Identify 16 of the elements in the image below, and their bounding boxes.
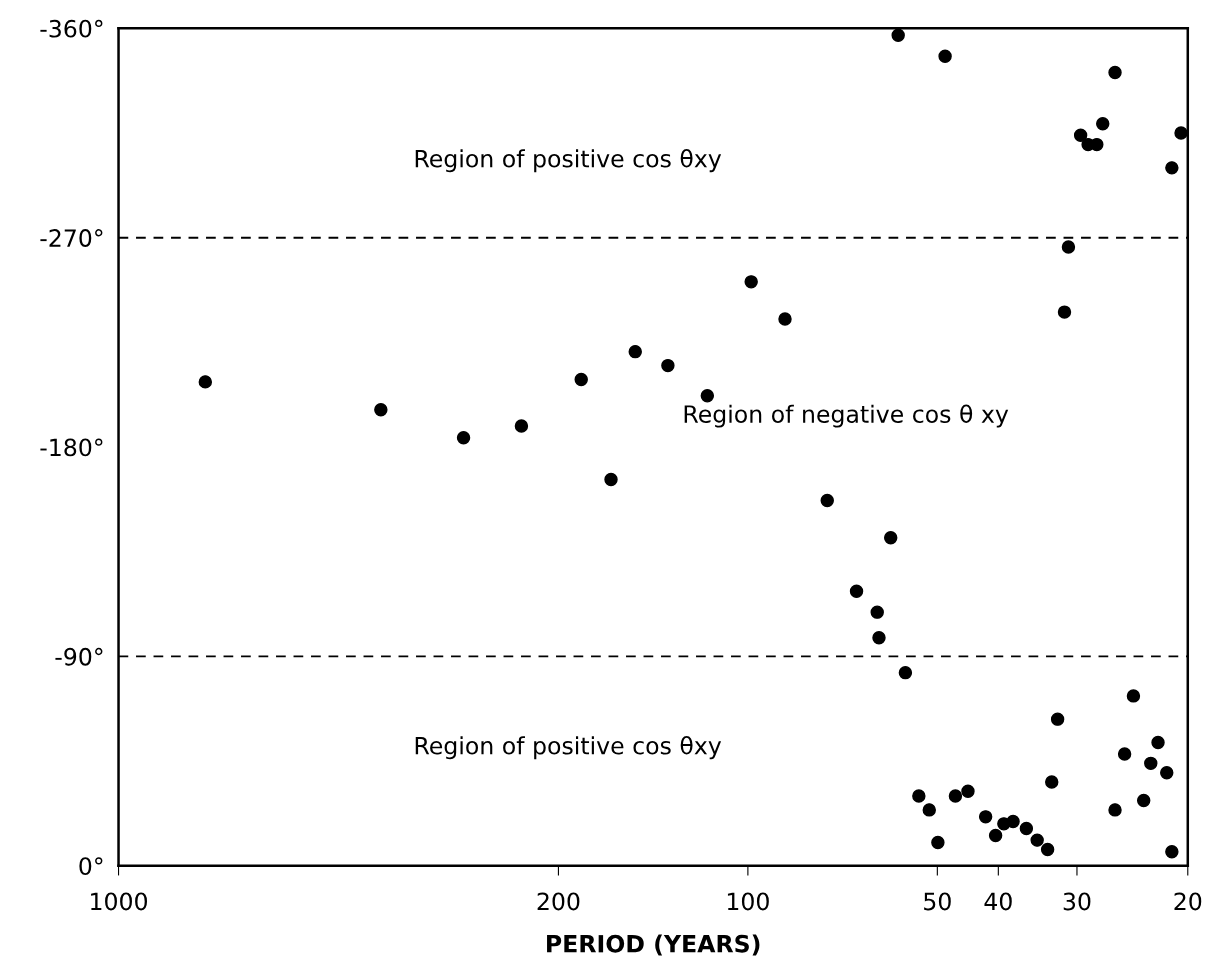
x-tick-label: 100 — [727, 892, 769, 911]
annotation: Region of positive cos θxy — [415, 736, 722, 760]
x-tick-label: 200 — [537, 892, 580, 911]
x-tick-label: 30 — [1063, 892, 1091, 911]
x-tick-label: 20 — [1174, 892, 1202, 911]
y-tick-label: -90° — [55, 647, 103, 666]
y-tick-label: -270° — [40, 229, 103, 247]
annotation: Region of negative cos θ xy — [684, 404, 1009, 428]
y-tick-label: -360° — [40, 19, 103, 38]
annotation: Region of positive cos θxy — [415, 149, 722, 173]
x-tick-label: 40 — [984, 892, 1012, 911]
y-tick-label: -180° — [40, 438, 103, 457]
y-tick-label: 0° — [79, 857, 103, 876]
x-axis-title: PERIOD (YEARS) — [547, 934, 760, 956]
x-tick-label: 50 — [924, 892, 951, 911]
x-tick-label: 1000 — [91, 892, 148, 911]
